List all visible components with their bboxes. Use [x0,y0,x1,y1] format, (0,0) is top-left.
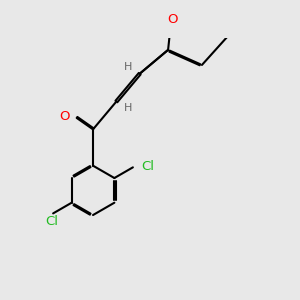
Text: Cl: Cl [46,215,59,228]
Text: O: O [168,13,178,26]
Text: H: H [124,103,132,113]
Text: H: H [124,62,132,72]
Text: O: O [59,110,70,124]
Text: Cl: Cl [141,160,154,173]
